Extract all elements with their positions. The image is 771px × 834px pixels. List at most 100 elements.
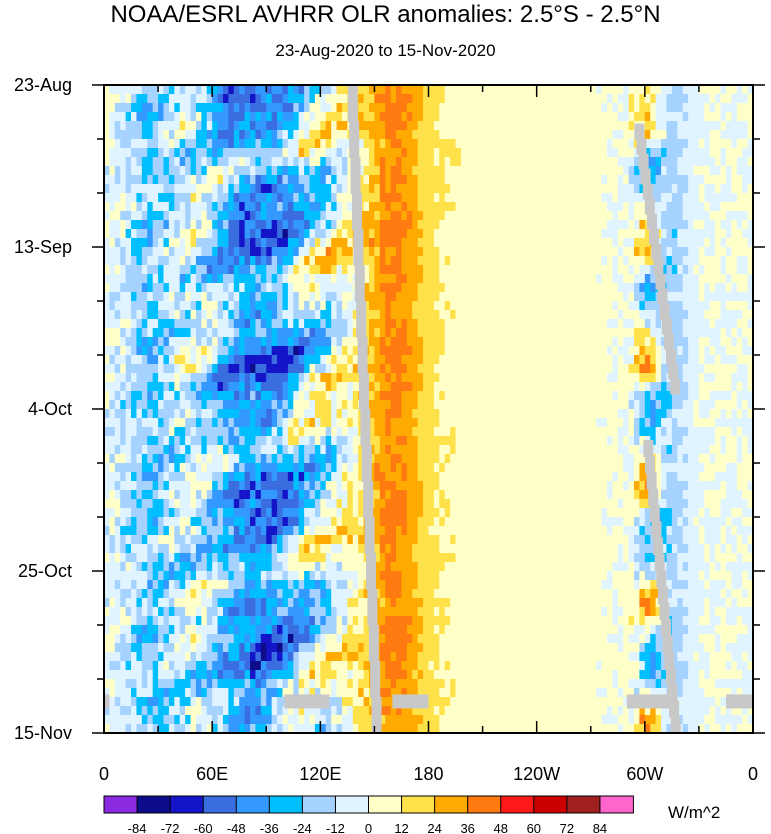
anomaly-cell: [715, 355, 722, 365]
anomaly-cell: [320, 301, 327, 311]
anomaly-cell: [698, 418, 705, 428]
anomaly-cell: [158, 130, 165, 140]
anomaly-cell: [412, 166, 419, 176]
anomaly-cell: [563, 445, 570, 455]
anomaly-cell: [736, 94, 743, 104]
anomaly-cell: [104, 355, 111, 365]
anomaly-cell: [477, 418, 484, 428]
anomaly-cell: [314, 328, 321, 338]
anomaly-cell: [304, 445, 311, 455]
anomaly-cell: [682, 328, 689, 338]
anomaly-cell: [585, 292, 592, 302]
anomaly-cell: [682, 292, 689, 302]
anomaly-cell: [585, 328, 592, 338]
anomaly-cell: [639, 409, 646, 419]
anomaly-cell: [168, 130, 175, 140]
anomaly-cell: [417, 211, 424, 221]
anomaly-cell: [255, 283, 262, 293]
anomaly-cell: [520, 247, 527, 257]
anomaly-cell: [606, 382, 613, 392]
anomaly-cell: [628, 238, 635, 248]
anomaly-cell: [606, 310, 613, 320]
anomaly-cell: [715, 409, 722, 419]
anomaly-cell: [693, 382, 700, 392]
anomaly-cell: [450, 175, 457, 185]
anomaly-cell: [412, 319, 419, 329]
anomaly-cell: [314, 292, 321, 302]
anomaly-cell: [715, 274, 722, 284]
anomaly-cell: [460, 310, 467, 320]
anomaly-cell: [450, 94, 457, 104]
anomaly-cell: [417, 382, 424, 392]
anomaly-cell: [433, 256, 440, 266]
anomaly-cell: [460, 364, 467, 374]
anomaly-cell: [228, 166, 235, 176]
anomaly-cell: [509, 247, 516, 257]
anomaly-cell: [558, 355, 565, 365]
anomaly-cell: [628, 166, 635, 176]
anomaly-cell: [487, 121, 494, 131]
anomaly-cell: [493, 148, 500, 158]
anomaly-cell: [515, 319, 522, 329]
anomaly-cell: [293, 256, 300, 266]
anomaly-cell: [266, 445, 273, 455]
anomaly-cell: [585, 247, 592, 257]
anomaly-cell: [574, 436, 581, 446]
anomaly-cell: [417, 130, 424, 140]
anomaly-cell: [190, 346, 197, 356]
anomaly-cell: [131, 301, 138, 311]
anomaly-cell: [293, 391, 300, 401]
anomaly-cell: [147, 283, 154, 293]
anomaly-cell: [742, 148, 749, 158]
anomaly-cell: [320, 220, 327, 230]
anomaly-cell: [104, 148, 111, 158]
anomaly-cell: [704, 328, 711, 338]
anomaly-cell: [536, 157, 543, 167]
anomaly-cell: [439, 193, 446, 203]
anomaly-cell: [671, 445, 678, 455]
anomaly-cell: [109, 121, 116, 131]
anomaly-cell: [206, 418, 213, 428]
anomaly-cell: [579, 409, 586, 419]
anomaly-cell: [406, 148, 413, 158]
anomaly-cell: [147, 229, 154, 239]
anomaly-cell: [688, 121, 695, 131]
anomaly-cell: [493, 319, 500, 329]
anomaly-cell: [228, 283, 235, 293]
anomaly-cell: [222, 310, 229, 320]
anomaly-cell: [612, 175, 619, 185]
anomaly-cell: [720, 157, 727, 167]
anomaly-cell: [715, 265, 722, 275]
anomaly-cell: [715, 193, 722, 203]
anomaly-cell: [158, 112, 165, 122]
anomaly-cell: [136, 454, 143, 464]
anomaly-cell: [266, 454, 273, 464]
anomaly-cell: [671, 301, 678, 311]
anomaly-cell: [585, 166, 592, 176]
anomaly-cell: [498, 121, 505, 131]
anomaly-cell: [168, 400, 175, 410]
anomaly-cell: [141, 85, 148, 95]
anomaly-cell: [212, 454, 219, 464]
anomaly-cell: [742, 220, 749, 230]
anomaly-cell: [677, 184, 684, 194]
anomaly-cell: [460, 346, 467, 356]
anomaly-cell: [542, 445, 549, 455]
anomaly-cell: [482, 229, 489, 239]
anomaly-cell: [125, 364, 132, 374]
anomaly-cell: [634, 211, 641, 221]
anomaly-cell: [271, 337, 278, 347]
anomaly-cell: [174, 400, 181, 410]
anomaly-cell: [677, 382, 684, 392]
anomaly-cell: [698, 319, 705, 329]
anomaly-cell: [612, 193, 619, 203]
anomaly-cell: [298, 310, 305, 320]
anomaly-cell: [244, 121, 251, 131]
anomaly-cell: [563, 184, 570, 194]
anomaly-cell: [277, 184, 284, 194]
anomaly-cell: [390, 229, 397, 239]
anomaly-cell: [498, 157, 505, 167]
anomaly-cell: [531, 229, 538, 239]
anomaly-cell: [525, 112, 532, 122]
anomaly-cell: [406, 301, 413, 311]
